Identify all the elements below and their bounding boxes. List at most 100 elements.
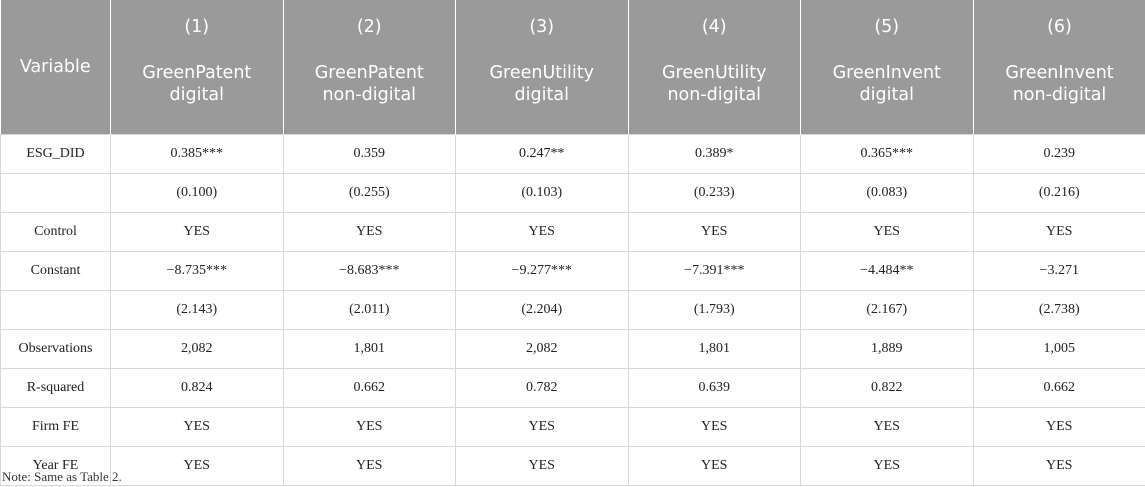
table-cell: 0.662 <box>972 368 1145 408</box>
table-note: Note: Same as Table 2. <box>2 469 122 484</box>
table-cell: 1,801 <box>627 329 801 369</box>
column-header: GreenPatent digital <box>110 50 284 135</box>
row-label: Constant <box>0 251 111 291</box>
table-cell: 0.239 <box>972 134 1145 174</box>
column-header: GreenUtility digital <box>455 50 629 135</box>
column-header-line1: GreenInvent <box>832 63 941 83</box>
table-cell: YES <box>110 446 284 486</box>
table-row: Observations 2,082 1,801 2,082 1,801 1,8… <box>0 329 1145 369</box>
table-cell: YES <box>110 407 284 447</box>
table-cell: (0.103) <box>455 173 629 213</box>
table-cell: (0.100) <box>110 173 284 213</box>
table-cell: YES <box>972 407 1145 447</box>
table-cell: 2,082 <box>110 329 284 369</box>
variable-header: Variable <box>0 0 111 135</box>
table-cell: YES <box>627 407 801 447</box>
table-row: Control YES YES YES YES YES YES <box>0 212 1145 252</box>
column-header-line1: GreenPatent <box>142 63 252 83</box>
table-cell: YES <box>972 446 1145 486</box>
table-cell: (0.216) <box>972 173 1145 213</box>
table-header: Variable (1) (2) (3) (4) (5) (6) GreenPa… <box>0 0 1145 135</box>
column-header-line1: GreenPatent <box>314 63 424 83</box>
table-cell: (2.204) <box>455 290 629 330</box>
table-row: Year FE YES YES YES YES YES YES <box>0 446 1145 486</box>
table-row: (0.100) (0.255) (0.103) (0.233) (0.083) … <box>0 173 1145 213</box>
column-header-line2: digital <box>514 85 569 105</box>
row-label: R-squared <box>0 368 111 408</box>
table-cell: 0.662 <box>282 368 456 408</box>
table-cell: 1,801 <box>282 329 456 369</box>
table-cell: YES <box>282 446 456 486</box>
table-cell: YES <box>455 407 629 447</box>
table-cell: (2.167) <box>800 290 974 330</box>
table-row: ESG_DID 0.385*** 0.359 0.247** 0.389* 0.… <box>0 134 1145 174</box>
table-cell: (0.233) <box>627 173 801 213</box>
table-cell: −9.277*** <box>455 251 629 291</box>
column-header-line2: non-digital <box>322 85 417 105</box>
table-cell: YES <box>972 212 1145 252</box>
table-cell: YES <box>800 446 974 486</box>
column-header-line2: digital <box>859 85 914 105</box>
table-cell: −3.271 <box>972 251 1145 291</box>
row-label: Control <box>0 212 111 252</box>
row-label: Year FE <box>0 446 111 486</box>
table-cell: YES <box>282 212 456 252</box>
column-header-line2: non-digital <box>1012 85 1107 105</box>
column-header: GreenPatent non-digital <box>282 50 456 135</box>
table-cell: −8.683*** <box>282 251 456 291</box>
header-row-numbers: Variable (1) (2) (3) (4) (5) (6) <box>0 0 1145 135</box>
table-cell: (1.793) <box>627 290 801 330</box>
row-label: Firm FE <box>0 407 111 447</box>
header-row-names: GreenPatent digital GreenPatent non-digita… <box>1 50 1145 135</box>
table-cell: (2.011) <box>282 290 456 330</box>
row-label <box>0 173 111 213</box>
table-row: Constant −8.735*** −8.683*** −9.277*** −… <box>0 251 1145 291</box>
column-number: (4) <box>627 0 801 50</box>
row-label: ESG_DID <box>0 134 111 174</box>
column-header: GreenUtility non-digital <box>627 50 801 135</box>
table-cell: 0.822 <box>800 368 974 408</box>
table-cell: YES <box>800 212 974 252</box>
column-header-line2: non-digital <box>667 85 762 105</box>
table-body: ESG_DID 0.385*** 0.359 0.247** 0.389* 0.… <box>0 134 1145 486</box>
column-number: (5) <box>800 0 974 50</box>
table-cell: (0.083) <box>800 173 974 213</box>
table-cell: 0.824 <box>110 368 284 408</box>
table-cell: −7.391*** <box>627 251 801 291</box>
column-number: (6) <box>972 0 1145 50</box>
table-cell: YES <box>627 446 801 486</box>
table-cell: 1,889 <box>800 329 974 369</box>
column-header: GreenInvent non-digital <box>972 50 1145 135</box>
table-cell: 0.389* <box>627 134 801 174</box>
column-header-line1: GreenInvent <box>1005 63 1114 83</box>
table-cell: (2.143) <box>110 290 284 330</box>
table-cell: 2,082 <box>455 329 629 369</box>
table-cell: YES <box>455 446 629 486</box>
column-header-line1: GreenUtility <box>662 63 767 83</box>
row-label: Observations <box>0 329 111 369</box>
table-cell: YES <box>110 212 284 252</box>
table-cell: 0.247** <box>455 134 629 174</box>
table-row: (2.143) (2.011) (2.204) (1.793) (2.167) … <box>0 290 1145 330</box>
table-row: R-squared 0.824 0.662 0.782 0.639 0.822 … <box>0 368 1145 408</box>
table-cell: YES <box>455 212 629 252</box>
table-cell: −8.735*** <box>110 251 284 291</box>
column-header: GreenInvent digital <box>800 50 974 135</box>
table-cell: YES <box>627 212 801 252</box>
table-cell: −4.484** <box>800 251 974 291</box>
column-header-line1: GreenUtility <box>489 63 594 83</box>
column-number: (3) <box>455 0 629 50</box>
table-cell: YES <box>800 407 974 447</box>
column-number: (2) <box>282 0 456 50</box>
table-cell: 0.385*** <box>110 134 284 174</box>
table-cell: 0.359 <box>282 134 456 174</box>
table-cell: (0.255) <box>282 173 456 213</box>
table-cell: 1,005 <box>972 329 1145 369</box>
table-cell: 0.639 <box>627 368 801 408</box>
column-header-line2: digital <box>169 85 224 105</box>
row-label <box>0 290 111 330</box>
table-row: Firm FE YES YES YES YES YES YES <box>0 407 1145 447</box>
table-cell: YES <box>282 407 456 447</box>
